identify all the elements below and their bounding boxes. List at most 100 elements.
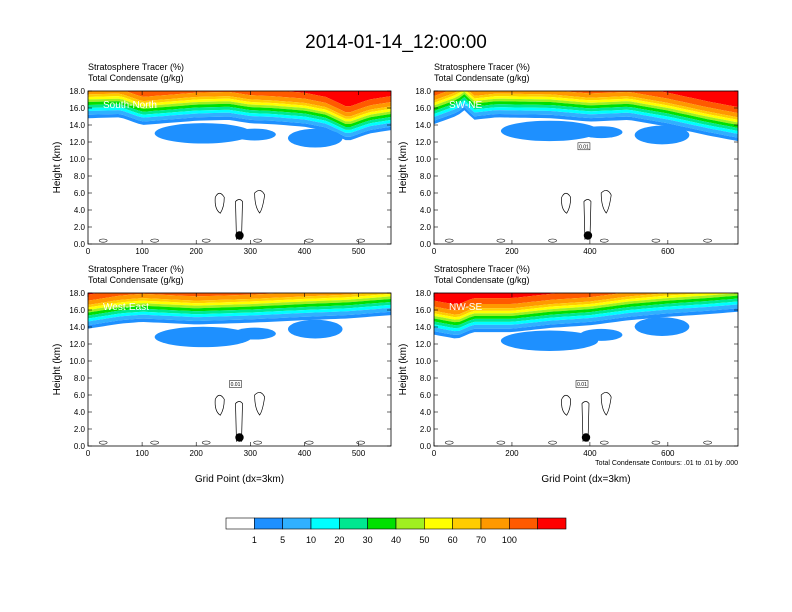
colorbar-label: 100: [502, 535, 517, 545]
tracer-blob: [579, 126, 623, 139]
condensate-contour: [444, 440, 454, 445]
colorbar-label: 10: [306, 535, 316, 545]
tracer-band-1: [88, 114, 391, 141]
tracer-band: [88, 293, 391, 310]
tracer-title: Stratosphere Tracer (%): [434, 264, 530, 274]
tracer-band: [434, 97, 738, 131]
y-tick-label: 12.0: [69, 340, 85, 349]
x-tick-label: 0: [432, 449, 437, 458]
colorbar-label: 40: [391, 535, 401, 545]
y-tick-label: 12.0: [415, 340, 431, 349]
tracer-blob: [154, 123, 252, 144]
x-axis-label: Grid Point (dx=3km): [541, 474, 630, 485]
tracer-band: [88, 298, 391, 316]
y-tick-label: 8.0: [74, 374, 86, 383]
y-tick-label: 16.0: [69, 104, 85, 113]
tracer-band: [434, 94, 738, 128]
x-tick-label: 200: [505, 449, 519, 458]
tracer-title: Stratosphere Tracer (%): [434, 62, 530, 72]
condensate-contour: [651, 238, 661, 243]
tracer-band-1: [434, 106, 738, 142]
tracer-band: [434, 293, 738, 320]
condensate-contour: [150, 440, 159, 445]
section-name: NW-SE: [449, 302, 482, 313]
y-tick-label: 18.0: [415, 87, 431, 96]
y-tick-label: 2.0: [74, 425, 86, 434]
y-tick-label: 0.0: [74, 240, 86, 249]
colorbar-label: 50: [419, 535, 429, 545]
colorbar-swatch: [282, 517, 312, 530]
location-marker: [235, 433, 244, 442]
condensate-contour: [201, 238, 211, 243]
panel-west-east: Stratosphere Tracer (%)Total Condensate …: [52, 264, 392, 485]
plot-frame: [433, 90, 739, 245]
tracer-band: [88, 293, 287, 301]
colorbar-swatch: [339, 517, 368, 530]
x-tick-label: 500: [352, 247, 366, 256]
colorbar-label: 30: [363, 535, 373, 545]
tracer-band: [88, 293, 370, 305]
tracer-band: [434, 301, 738, 332]
tracer-band: [88, 307, 391, 326]
tracer-band: [434, 304, 738, 335]
section-name: SW-NE: [449, 100, 482, 111]
y-tick-label: 10.0: [69, 357, 85, 366]
x-tick-label: 200: [505, 247, 519, 256]
colorbar-swatch: [480, 517, 510, 530]
location-marker: [581, 433, 591, 442]
tracer-blob: [634, 125, 690, 145]
condensate-contour: [496, 238, 506, 243]
y-tick-label: 4.0: [420, 408, 432, 417]
y-axis-label: Height (km): [398, 142, 409, 194]
tracer-band: [88, 296, 391, 313]
x-tick-label: 100: [135, 449, 149, 458]
y-tick-label: 6.0: [74, 189, 86, 198]
x-tick-label: 500: [352, 449, 366, 458]
y-tick-label: 8.0: [420, 172, 432, 181]
y-tick-label: 4.0: [74, 408, 86, 417]
tracer-band: [88, 110, 391, 137]
y-tick-label: 6.0: [420, 189, 432, 198]
y-tick-label: 16.0: [415, 306, 431, 315]
y-tick-label: 16.0: [69, 306, 85, 315]
tracer-blob: [579, 328, 623, 341]
y-tick-label: 10.0: [415, 357, 431, 366]
colorbar-swatch: [452, 517, 482, 530]
y-tick-label: 18.0: [69, 289, 85, 298]
y-tick-label: 16.0: [415, 104, 431, 113]
condensate-contour: [581, 401, 590, 442]
tracer-band: [434, 293, 669, 315]
condensate-contour: [356, 440, 366, 445]
y-axis-label: Height (km): [52, 344, 63, 396]
condensate-contour: [496, 440, 506, 445]
condensate-contour: [703, 440, 712, 445]
x-tick-label: 600: [661, 449, 675, 458]
condensate-contour: [254, 190, 266, 214]
condensate-contour: [600, 392, 612, 416]
colorbar: 1 5 10 20 30 40 50 60 70 100: [225, 517, 567, 545]
condensate-title: Total Condensate (g/kg): [88, 275, 184, 285]
tracer-band: [434, 293, 738, 323]
y-tick-label: 2.0: [74, 223, 86, 232]
tracer-band: [125, 91, 391, 113]
y-tick-label: 6.0: [420, 391, 432, 400]
x-tick-label: 400: [583, 247, 597, 256]
section-name: West-East: [103, 302, 149, 313]
x-tick-label: 400: [583, 449, 597, 458]
tracer-band: [88, 301, 391, 319]
colorbar-label: 1: [252, 535, 257, 545]
y-tick-label: 0.0: [420, 442, 432, 451]
tracer-band: [434, 295, 738, 326]
tracer-blob: [154, 326, 252, 348]
condensate-contour: [304, 440, 314, 445]
colorbar-swatch: [367, 517, 397, 530]
x-tick-label: 200: [190, 247, 204, 256]
condensate-contour: [561, 394, 572, 416]
tracer-band: [434, 91, 738, 118]
condensate-contour: [253, 440, 262, 445]
y-tick-label: 10.0: [69, 155, 85, 164]
condensate-contour: [651, 440, 661, 445]
x-tick-label: 0: [86, 449, 91, 458]
tracer-band: [434, 91, 738, 120]
tracer-band: [434, 293, 623, 311]
